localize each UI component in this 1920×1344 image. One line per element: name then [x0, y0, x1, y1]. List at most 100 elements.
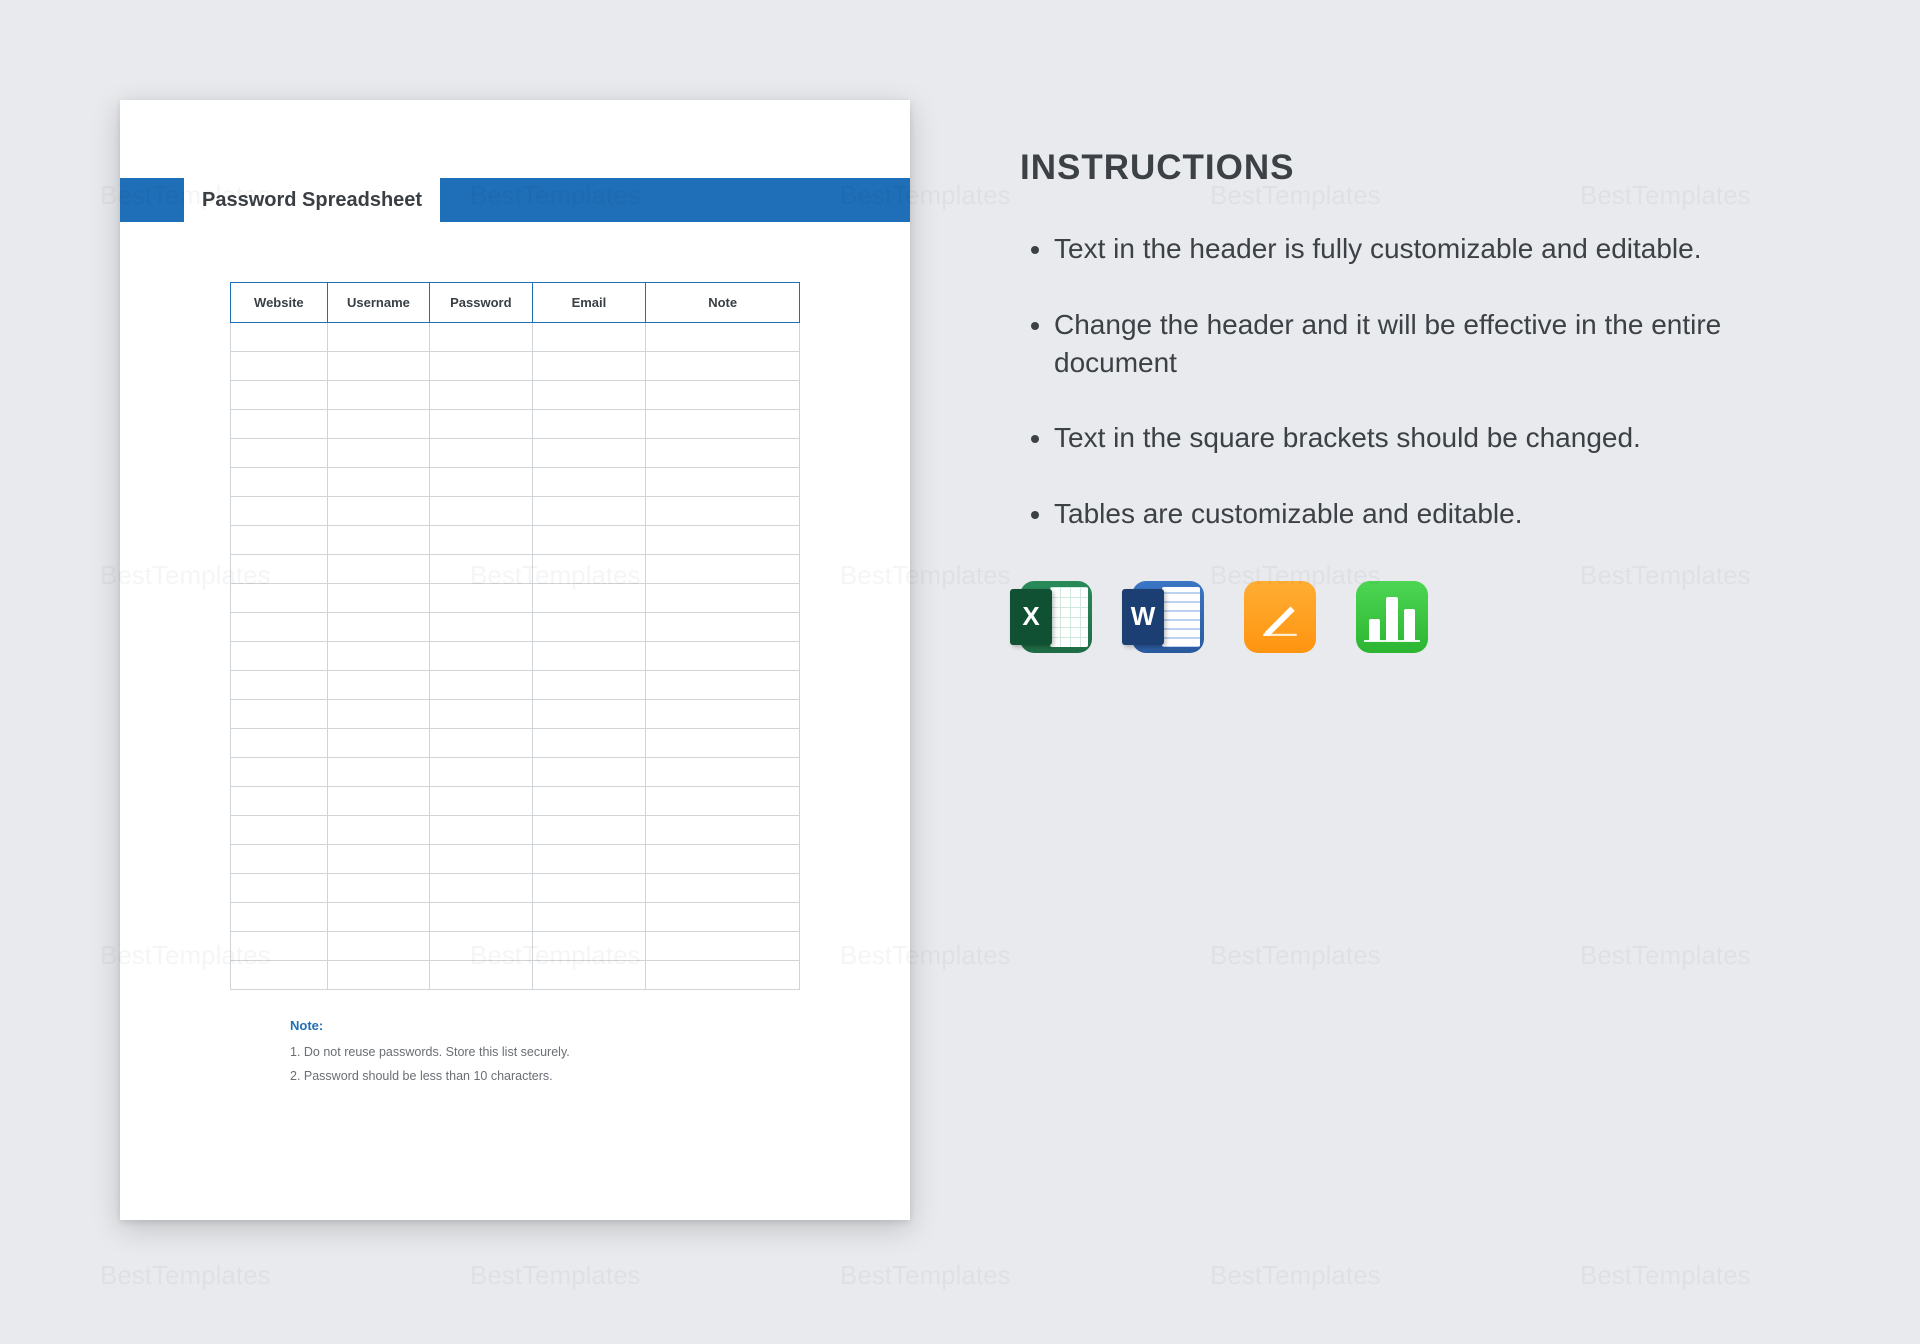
table-cell	[231, 584, 328, 613]
table-cell	[430, 410, 532, 439]
document-page: Password Spreadsheet WebsiteUsernamePass…	[120, 100, 910, 1220]
column-header: Email	[532, 283, 646, 323]
table-cell	[327, 352, 429, 381]
table-cell	[532, 410, 646, 439]
table-cell	[532, 613, 646, 642]
table-cell	[327, 584, 429, 613]
table-cell	[231, 526, 328, 555]
table-row	[231, 758, 800, 787]
table-cell	[231, 381, 328, 410]
table-cell	[532, 671, 646, 700]
table-cell	[646, 816, 800, 845]
table-cell	[430, 816, 532, 845]
table-row	[231, 642, 800, 671]
table-row	[231, 903, 800, 932]
table-cell	[646, 729, 800, 758]
table-cell	[646, 758, 800, 787]
table-row	[231, 961, 800, 990]
table-cell	[231, 410, 328, 439]
table-row	[231, 555, 800, 584]
instruction-item: Change the header and it will be effecti…	[1054, 306, 1780, 382]
table-cell	[646, 584, 800, 613]
table-cell	[327, 613, 429, 642]
table-row	[231, 468, 800, 497]
table-row	[231, 613, 800, 642]
table-cell	[327, 903, 429, 932]
table-cell	[646, 381, 800, 410]
table-cell	[430, 729, 532, 758]
table-cell	[430, 497, 532, 526]
word-icon-label: W	[1122, 589, 1164, 645]
table-cell	[430, 381, 532, 410]
table-cell	[430, 758, 532, 787]
table-cell	[231, 874, 328, 903]
table-cell	[646, 497, 800, 526]
table-row	[231, 410, 800, 439]
spreadsheet-area: WebsiteUsernamePasswordEmailNote	[230, 282, 800, 990]
table-cell	[430, 439, 532, 468]
table-cell	[327, 410, 429, 439]
column-header: Username	[327, 283, 429, 323]
instruction-item: Tables are customizable and editable.	[1054, 495, 1780, 533]
table-cell	[532, 497, 646, 526]
table-cell	[532, 381, 646, 410]
numbers-icon	[1356, 581, 1428, 653]
table-cell	[231, 700, 328, 729]
table-cell	[646, 874, 800, 903]
table-cell	[327, 381, 429, 410]
note-line: 1. Do not reuse passwords. Store this li…	[290, 1041, 790, 1065]
table-cell	[646, 555, 800, 584]
table-cell	[430, 903, 532, 932]
table-cell	[532, 555, 646, 584]
table-cell	[532, 439, 646, 468]
app-icons-row: X W	[1020, 581, 1780, 653]
title-accent-left	[120, 178, 184, 222]
table-cell	[231, 932, 328, 961]
column-header: Website	[231, 283, 328, 323]
table-cell	[327, 671, 429, 700]
table-cell	[231, 816, 328, 845]
instruction-item: Text in the square brackets should be ch…	[1054, 419, 1780, 457]
table-row	[231, 845, 800, 874]
table-cell	[327, 323, 429, 352]
table-cell	[231, 845, 328, 874]
table-cell	[646, 671, 800, 700]
notes-section: Note: 1. Do not reuse passwords. Store t…	[290, 1018, 790, 1089]
table-cell	[327, 758, 429, 787]
table-cell	[532, 526, 646, 555]
table-cell	[430, 323, 532, 352]
table-cell	[327, 932, 429, 961]
table-row	[231, 700, 800, 729]
table-cell	[532, 729, 646, 758]
table-cell	[430, 555, 532, 584]
table-cell	[646, 613, 800, 642]
pages-icon	[1244, 581, 1316, 653]
table-cell	[646, 903, 800, 932]
table-row	[231, 932, 800, 961]
table-row	[231, 439, 800, 468]
table-cell	[327, 526, 429, 555]
table-header-row: WebsiteUsernamePasswordEmailNote	[231, 283, 800, 323]
excel-icon-label: X	[1010, 589, 1052, 645]
table-cell	[646, 323, 800, 352]
table-cell	[532, 642, 646, 671]
table-row	[231, 381, 800, 410]
table-cell	[430, 352, 532, 381]
table-cell	[430, 874, 532, 903]
table-row	[231, 526, 800, 555]
table-cell	[532, 903, 646, 932]
table-cell	[231, 729, 328, 758]
table-cell	[646, 845, 800, 874]
table-cell	[430, 932, 532, 961]
table-cell	[646, 352, 800, 381]
table-cell	[430, 613, 532, 642]
table-cell	[327, 874, 429, 903]
table-cell	[430, 961, 532, 990]
column-header: Password	[430, 283, 532, 323]
instructions-panel: INSTRUCTIONS Text in the header is fully…	[1020, 100, 1780, 653]
table-row	[231, 323, 800, 352]
table-cell	[532, 787, 646, 816]
title-accent-right	[440, 178, 910, 222]
table-cell	[646, 700, 800, 729]
document-title: Password Spreadsheet	[184, 178, 440, 222]
